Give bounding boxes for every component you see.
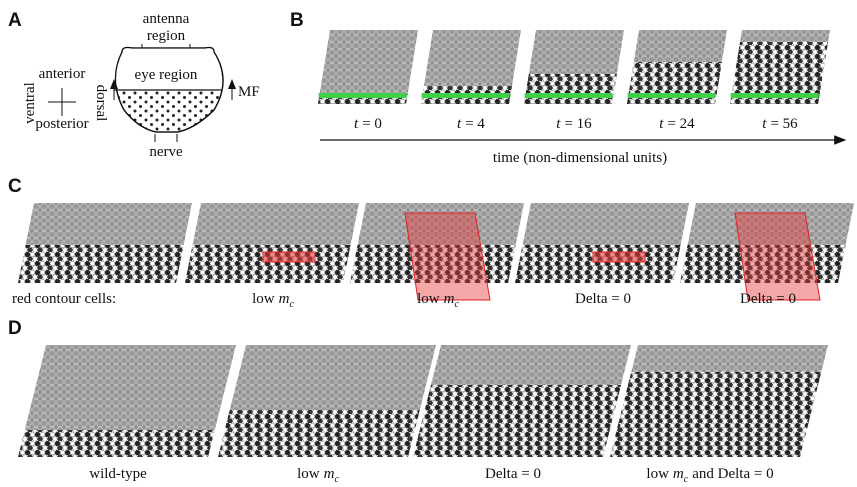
red-contour [592, 251, 646, 263]
axis-label: time (non-dimensional units) [493, 150, 667, 166]
condition-label: t = 16 [556, 116, 592, 132]
green-stripe [730, 93, 819, 98]
tile-lower [185, 245, 351, 283]
tile-lower [730, 42, 829, 104]
label-part: m [324, 466, 335, 482]
label-part: m [673, 466, 684, 482]
label: nerve [149, 144, 183, 160]
condition-label: t = 56 [762, 116, 798, 132]
eye-upper [113, 47, 223, 90]
tile [421, 30, 521, 104]
condition-label: Delta = 0 [575, 291, 631, 307]
label-part: low [252, 291, 275, 307]
red-contour [262, 251, 316, 263]
label-part: m [279, 291, 290, 307]
label-part: m [444, 291, 455, 307]
condition-label: low mc [417, 291, 459, 310]
label-part: = 16 [564, 116, 592, 132]
label-part: c [289, 299, 294, 310]
tile [18, 345, 236, 457]
label: ventral [22, 82, 38, 124]
condition-label: t = 24 [659, 116, 695, 132]
tile-lower [680, 245, 846, 283]
panel-a: A antenna region eye region nerve MF ant… [8, 10, 260, 160]
label: antenna [143, 11, 190, 27]
label-part: c [684, 474, 689, 485]
label-part: low [297, 466, 320, 482]
condition-label: low mc [297, 466, 339, 485]
label-part: Delta = 0 [575, 291, 631, 307]
label-part: t [457, 116, 462, 132]
bracket [154, 134, 178, 142]
label-part: = 56 [770, 116, 798, 132]
condition-label: wild-type [89, 466, 147, 482]
condition-label: t = 0 [354, 116, 382, 132]
panel-label: A [8, 10, 22, 31]
label-part: low [646, 466, 669, 482]
label-part: t [556, 116, 561, 132]
label-part: and Delta = 0 [692, 466, 773, 482]
label-part: c [454, 299, 459, 310]
green-stripe [627, 93, 716, 98]
label-part: Delta = 0 [485, 466, 541, 482]
condition-label: Delta = 0 [485, 466, 541, 482]
bracket [141, 44, 191, 48]
red-contour [404, 212, 491, 301]
green-stripe [421, 93, 510, 98]
tile-lower [610, 372, 822, 457]
eye-outline [114, 46, 224, 133]
tile-lower [515, 245, 681, 283]
tile-lower [350, 245, 516, 283]
label: MF [238, 84, 260, 100]
label-part: = 24 [667, 116, 695, 132]
panel-label: C [8, 176, 22, 197]
green-stripe [524, 93, 613, 98]
label: anterior [39, 66, 86, 82]
tile-lower [218, 410, 420, 457]
tiles [18, 30, 854, 457]
label-part: t [659, 116, 664, 132]
condition-label: low mc [252, 291, 294, 310]
panel-label: B [290, 10, 304, 31]
label-part: c [334, 474, 339, 485]
condition-label: t = 4 [457, 116, 485, 132]
label-part: t [354, 116, 359, 132]
label: eye region [135, 67, 198, 83]
green-stripe [318, 93, 407, 98]
tile-lower [524, 74, 617, 104]
label-part: t [762, 116, 767, 132]
row-label: red contour cells: [12, 291, 116, 307]
label-part: Delta = 0 [740, 291, 796, 307]
red-contour [734, 212, 821, 301]
tile [318, 30, 418, 104]
label-part: low [417, 291, 440, 307]
panel-label: D [8, 318, 22, 339]
label: dorsal [93, 85, 109, 122]
label: region [147, 28, 186, 44]
tile-lower [18, 245, 184, 283]
tile-lower [413, 385, 621, 457]
condition-label: Delta = 0 [740, 291, 796, 307]
tile-lower [18, 430, 215, 457]
label-part: = 4 [465, 116, 485, 132]
label: posterior [35, 116, 88, 132]
label-part: wild-type [89, 466, 147, 482]
condition-label: low mc and Delta = 0 [646, 466, 773, 485]
label-part: = 0 [362, 116, 382, 132]
